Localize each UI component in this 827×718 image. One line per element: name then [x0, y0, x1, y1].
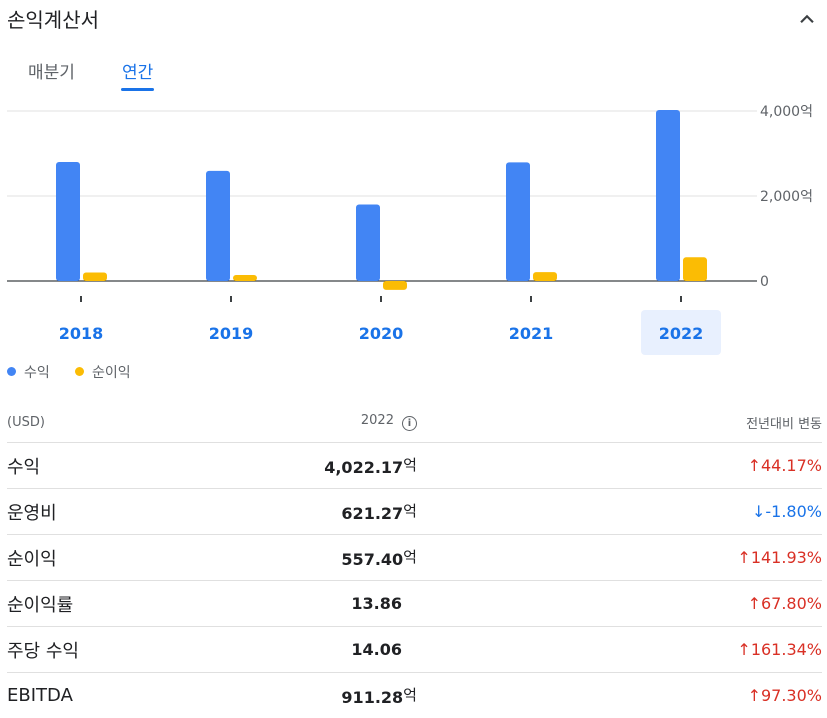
legend-revenue-label: 수익: [24, 365, 50, 381]
arrow-up-icon: ↑: [737, 640, 750, 659]
year-label-2020[interactable]: 2020: [359, 324, 404, 343]
row-value-unit: 억: [403, 456, 417, 474]
year-label-2022[interactable]: 2022: [659, 324, 704, 343]
revenue-bar-2019: [206, 171, 230, 281]
revenue-bar-2018: [56, 162, 80, 281]
year-label-2018[interactable]: 2018: [59, 324, 104, 343]
row-label: 순이익: [7, 535, 119, 581]
revenue-bar-2022: [656, 110, 680, 281]
row-value-number: 13.86: [351, 594, 402, 613]
tab-quarterly-label: 매분기: [28, 63, 75, 83]
arrow-up-icon: ↑: [737, 548, 750, 567]
row-label: 수익: [7, 443, 119, 489]
row-change-value: 161.34%: [751, 640, 822, 659]
row-value-unit: 억: [403, 548, 417, 566]
collapse-button[interactable]: [794, 6, 820, 32]
legend-revenue-marker: [7, 367, 16, 376]
arrow-up-icon: ↑: [748, 594, 761, 613]
row-value: 13.86: [119, 581, 690, 627]
row-value: 557.40억: [119, 535, 690, 581]
net-income-bar-2020: [383, 281, 407, 290]
column-header-unit: (USD): [7, 402, 119, 443]
chevron-up-icon: [794, 6, 820, 32]
row-label: 주당 수익: [7, 627, 119, 673]
legend-item-net-income: 순이익: [75, 362, 131, 382]
tab-annual-label: 연간: [122, 63, 153, 83]
legend-net-income-marker: [75, 367, 84, 376]
info-icon[interactable]: i: [402, 416, 417, 431]
row-change: ↑97.30%: [690, 673, 822, 718]
y-tick-label: 2,000억: [760, 189, 813, 205]
table-header-row: (USD) 2022 i 전년대비 변동: [7, 402, 822, 443]
tab-quarterly[interactable]: 매분기: [28, 58, 75, 83]
row-change-value: 97.30%: [761, 686, 822, 705]
active-tab-indicator: [121, 88, 154, 91]
row-label: 운영비: [7, 489, 119, 535]
legend-item-revenue: 수익: [7, 362, 50, 382]
arrow-up-icon: ↑: [748, 686, 761, 705]
row-change: ↑67.80%: [690, 581, 822, 627]
row-change-value: 44.17%: [761, 456, 822, 475]
y-tick-label: 0: [760, 274, 769, 290]
row-value-unit: 억: [403, 502, 417, 520]
table-row: 순이익률 13.86 ↑67.80%: [7, 581, 822, 627]
arrow-down-icon: ↓: [752, 502, 765, 521]
section-title: 손익계산서: [7, 4, 99, 33]
year-label-2021[interactable]: 2021: [509, 324, 554, 343]
revenue-bar-2020: [356, 205, 380, 282]
row-value-unit: 억: [403, 686, 417, 704]
row-change-value: 141.93%: [751, 548, 822, 567]
row-label: 순이익률: [7, 581, 119, 627]
net-income-bar-2021: [533, 272, 557, 281]
year-label-2019[interactable]: 2019: [209, 324, 254, 343]
row-change: ↑141.93%: [690, 535, 822, 581]
row-change-value: -1.80%: [765, 502, 822, 521]
table-row: 주당 수익 14.06 ↑161.34%: [7, 627, 822, 673]
revenue-bar-2021: [506, 162, 530, 281]
row-value: 14.06: [119, 627, 690, 673]
row-value-number: 14.06: [351, 640, 402, 659]
net-income-bar-2019: [233, 275, 257, 281]
row-label: EBITDA: [7, 673, 119, 718]
row-value-number: 4,022.17: [324, 458, 403, 477]
year-label: 2022: [361, 413, 394, 428]
legend-net-income-label: 순이익: [92, 365, 131, 381]
arrow-up-icon: ↑: [748, 456, 761, 475]
row-value-number: 911.28: [341, 688, 403, 707]
tab-annual[interactable]: 연간: [122, 58, 153, 83]
row-change: ↑44.17%: [690, 443, 822, 489]
row-change-value: 67.80%: [761, 594, 822, 613]
column-header-year: 2022 i: [119, 402, 690, 443]
net-income-bar-2022: [683, 257, 707, 281]
income-bar-chart: 0 2,000억 4,000억 2018 2019 2020 2021 2022: [0, 95, 827, 360]
row-value-number: 621.27: [341, 504, 403, 523]
income-statement-header: 손익계산서: [7, 2, 820, 32]
row-value-number: 557.40: [341, 550, 403, 569]
column-header-change: 전년대비 변동: [690, 402, 822, 443]
row-value: 621.27억: [119, 489, 690, 535]
y-tick-label: 4,000억: [760, 104, 813, 120]
row-change: ↓-1.80%: [690, 489, 822, 535]
net-income-bar-2018: [83, 273, 107, 282]
row-change: ↑161.34%: [690, 627, 822, 673]
row-value: 4,022.17억: [119, 443, 690, 489]
row-value: 911.28억: [119, 673, 690, 718]
